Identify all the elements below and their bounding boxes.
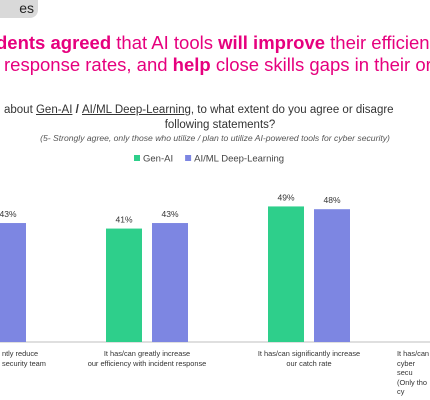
legend-label: Gen-AI xyxy=(143,154,173,165)
x-tick-label: ntly reduce security team xyxy=(2,349,46,368)
value-label: 48% xyxy=(323,195,340,205)
text-run: / xyxy=(72,104,83,116)
text-run: AI/ML Deep-Learning xyxy=(82,104,191,116)
text-run: dents agreed xyxy=(0,32,112,53)
question-line: about Gen-AI / AI/ML Deep-Learning, to w… xyxy=(4,103,394,117)
x-tick-label: It has/can greatly increase our efficien… xyxy=(87,349,207,368)
x-tick-label: It has/can cyber secu (Only tho cy xyxy=(397,349,430,396)
section-tag: es xyxy=(0,0,38,18)
headline-line: dents agreed that AI tools will improve … xyxy=(0,32,430,54)
text-run: that AI tools xyxy=(111,32,219,53)
bar xyxy=(0,223,26,342)
bar xyxy=(152,223,188,342)
text-run: response rates, and xyxy=(4,54,173,75)
text-run: close skills gaps in their or xyxy=(210,54,430,75)
question-note: (5- Strongly agree, only those who utili… xyxy=(40,133,390,143)
bar xyxy=(314,209,350,342)
legend-swatch xyxy=(134,155,140,161)
text-run: help xyxy=(172,54,211,75)
value-label: 49% xyxy=(277,192,294,202)
bar xyxy=(106,228,142,342)
text-run: their efficien xyxy=(325,32,430,53)
legend-swatch xyxy=(185,155,192,161)
headline-line: response rates, and help close skills ga… xyxy=(4,54,430,76)
text-run: will improve xyxy=(218,32,326,53)
legend-label: AI/ML Deep-Learning xyxy=(194,154,284,165)
text-run: about xyxy=(4,104,36,116)
bar xyxy=(268,206,304,342)
value-label: 41% xyxy=(115,215,132,225)
value-label: 43% xyxy=(161,209,178,219)
text-run: , to what extent do you agree or disagre xyxy=(190,104,394,116)
question-line: following statements? xyxy=(164,119,276,131)
text-run: Gen-AI xyxy=(35,104,73,116)
x-tick-label: It has/can significantly increase our ca… xyxy=(257,349,361,368)
value-label: 43% xyxy=(0,209,17,219)
